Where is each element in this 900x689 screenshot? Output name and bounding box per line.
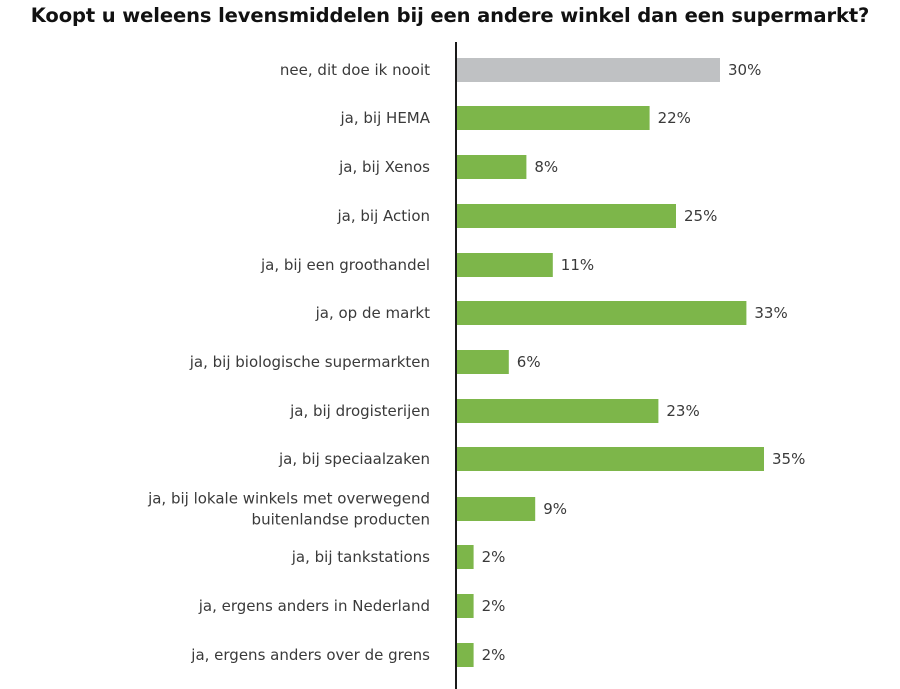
category-label: ja, bij drogisterijen — [289, 402, 430, 420]
bar — [456, 204, 676, 228]
value-label: 2% — [482, 548, 506, 566]
category-label: ja, bij speciaalzaken — [278, 450, 430, 468]
value-label: 30% — [728, 61, 761, 79]
category-label: ja, bij HEMA — [340, 109, 431, 127]
value-label: 11% — [561, 256, 594, 274]
bar — [456, 106, 650, 130]
category-label: ja, op de markt — [315, 304, 431, 322]
category-label: ja, bij lokale winkels met overwegend — [147, 490, 430, 508]
bars-layer — [456, 58, 764, 667]
value-label: 22% — [658, 109, 691, 127]
bar — [456, 447, 764, 471]
value-label: 33% — [754, 304, 787, 322]
value-label: 9% — [543, 500, 567, 518]
bar — [456, 497, 536, 521]
category-label: ja, bij een groothandel — [260, 256, 430, 274]
bar — [456, 594, 474, 618]
bar — [456, 58, 720, 82]
value-labels-layer: 30% 22% 8% 25% 11% 33% 6% 23% 35% 9% 2% 2% 2% — [482, 61, 806, 664]
value-label: 25% — [684, 207, 717, 225]
category-label: ja, bij Xenos — [338, 158, 430, 176]
category-label: ja, ergens anders in Nederland — [198, 597, 430, 615]
category-label: buitenlandse producten — [252, 511, 430, 529]
bar — [456, 301, 747, 325]
bar — [456, 399, 659, 423]
category-labels-layer: nee, dit doe ik nooit ja, bij HEMA ja, bij… — [147, 61, 431, 664]
value-label: 2% — [482, 597, 506, 615]
value-label: 23% — [666, 402, 699, 420]
value-label: 35% — [772, 450, 805, 468]
bar — [456, 643, 474, 667]
category-label: ja, bij tankstations — [291, 548, 430, 566]
category-label: nee, dit doe ik nooit — [280, 61, 430, 79]
bar — [456, 545, 474, 569]
chart-title: Koopt u weleens levensmiddelen bij een a… — [30, 4, 870, 27]
bar — [456, 155, 527, 179]
value-label: 6% — [517, 353, 541, 371]
category-label: ja, ergens anders over de grens — [190, 646, 430, 664]
bar — [456, 253, 553, 277]
category-label: ja, bij Action — [337, 207, 431, 225]
value-label: 2% — [482, 646, 506, 664]
bar — [456, 350, 509, 374]
category-label: ja, bij biologische supermarkten — [189, 353, 430, 371]
value-label: 8% — [534, 158, 558, 176]
